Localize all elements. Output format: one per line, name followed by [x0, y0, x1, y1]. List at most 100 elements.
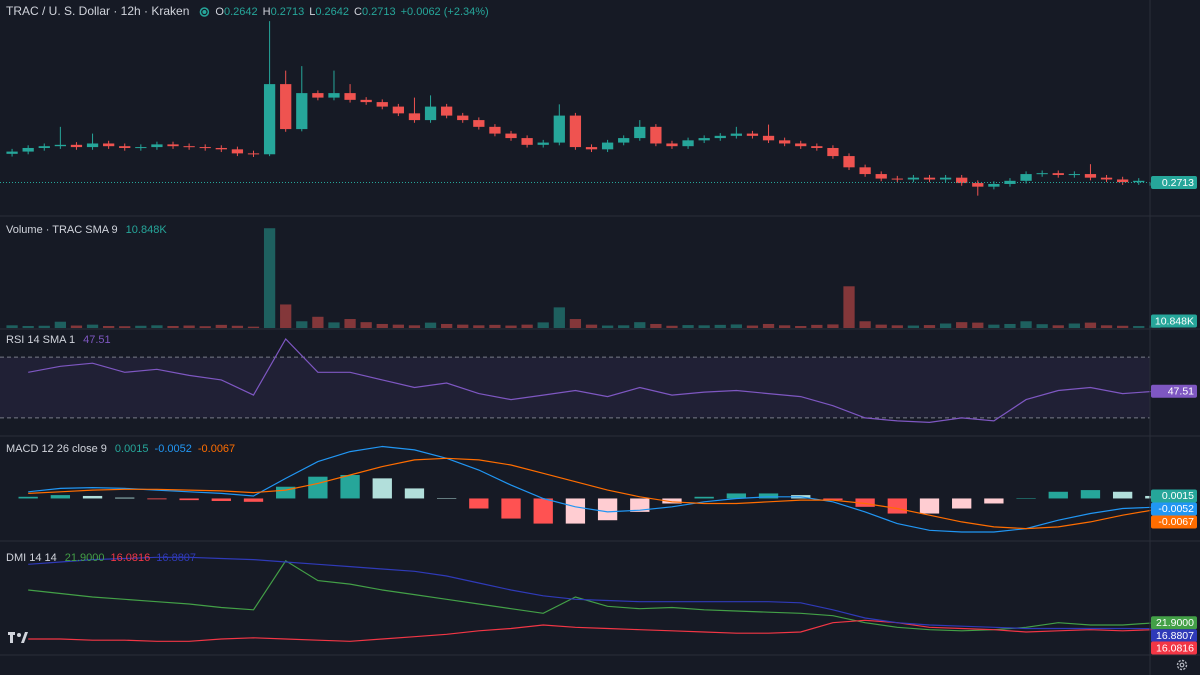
candle-body: [457, 115, 469, 121]
volume-bar: [859, 321, 871, 328]
indicator-line: [28, 619, 1155, 642]
indicator-line: [28, 556, 1155, 630]
volume-bar: [795, 325, 807, 328]
labels: 0.271310.848K47.510.0015-0.0052-0.006721…: [6, 4, 1197, 655]
volume-bar: [344, 319, 356, 328]
volume-bar: [1133, 325, 1145, 328]
volume-bar: [457, 324, 469, 328]
legend-value: 16.8807: [156, 552, 196, 564]
indicator-line: [28, 559, 1155, 632]
volume-bar: [972, 322, 984, 328]
volume-bar: [167, 325, 179, 328]
volume-bar: [521, 324, 533, 328]
axis-value-box: [1151, 384, 1197, 398]
candle-body: [939, 177, 952, 180]
candle-body: [489, 126, 501, 134]
ohlc-value: 0.2713: [271, 6, 305, 18]
candle-body: [22, 147, 34, 152]
volume-bar: [569, 319, 582, 328]
histogram-bar: [1112, 491, 1133, 499]
indicator-line: [28, 338, 1155, 424]
candle-body: [843, 156, 855, 168]
histogram-bar: [919, 498, 940, 514]
candle-body: [344, 93, 356, 100]
axis-value-label: 10.848K: [1155, 315, 1194, 327]
histogram-bar: [823, 498, 843, 501]
histogram-bar: [50, 495, 71, 499]
candle-body: [103, 143, 115, 147]
status-dot: [199, 7, 210, 17]
histogram-bar: [662, 498, 682, 504]
candle-body: [1020, 174, 1032, 181]
candle-body: [505, 133, 517, 139]
volume-bar: [553, 307, 565, 328]
axis-value-label: 47.51: [1168, 386, 1194, 398]
volume-bar: [424, 322, 437, 328]
candle-body: [86, 143, 99, 148]
volume-bar: [199, 326, 211, 328]
axis-value-box: [1151, 314, 1197, 328]
candle-body: [1100, 177, 1113, 180]
volume-bar: [666, 325, 678, 328]
candle-body: [1117, 179, 1129, 183]
histogram-bar: [501, 498, 521, 519]
ohlc-value: 0.2642: [224, 6, 258, 18]
histogram-bar: [565, 498, 586, 524]
candle-body: [988, 183, 1000, 187]
histogram-bar: [1016, 498, 1036, 499]
candle-body: [521, 138, 533, 145]
candle-body: [795, 143, 807, 147]
histogram-bar: [694, 496, 714, 499]
axis-value-label: 0.2713: [1162, 177, 1194, 189]
candle-body: [312, 93, 324, 98]
volume-bar: [441, 323, 453, 328]
candle-body: [408, 113, 421, 121]
histogram-bar: [887, 498, 907, 514]
volume-bar: [489, 324, 501, 328]
settings-icon[interactable]: [1176, 659, 1188, 671]
volume-bar: [650, 323, 662, 328]
volume-bar: [231, 325, 244, 328]
volume-bar: [923, 325, 936, 328]
volume-bar: [360, 322, 372, 328]
candle-body: [730, 133, 742, 136]
volume-bar: [473, 325, 485, 328]
candle-body: [634, 126, 646, 139]
candle-body: [907, 177, 920, 180]
axis-value-label: 21.9000: [1156, 617, 1194, 629]
candle-body: [167, 144, 179, 147]
candle-body: [296, 93, 308, 130]
candle-body: [151, 144, 163, 148]
candle-body: [215, 147, 227, 150]
volume-bar: [183, 325, 195, 328]
legend-value: 10.848K: [126, 224, 168, 236]
price-change: +0.0062 (+2.34%): [401, 6, 489, 18]
histogram-bar: [372, 478, 392, 499]
pane-title: MACD 12 26 close 9: [6, 443, 107, 455]
volume-bar: [38, 325, 50, 328]
volume-bar: [746, 325, 759, 328]
volume-bar: [408, 325, 421, 328]
volume-bar: [811, 324, 823, 328]
histogram-bar: [436, 498, 457, 499]
volume-bar: [312, 316, 324, 328]
legend-value: -0.0067: [198, 443, 235, 455]
candle-body: [1084, 174, 1097, 178]
histogram-bar: [18, 496, 38, 499]
histogram-bar: [726, 493, 747, 499]
candle-body: [618, 138, 630, 143]
volume-bar: [135, 325, 147, 328]
volume-bar: [247, 326, 260, 328]
volume-bar: [103, 325, 115, 328]
volume-bar: [939, 323, 952, 328]
ohlc-value: 0.2713: [362, 6, 396, 18]
chart-title: TRAC / U. S. Dollar · 12h · Kraken: [6, 4, 189, 18]
histogram-bar: [179, 498, 199, 501]
volume-bar: [1117, 325, 1129, 328]
histogram-bar: [243, 498, 264, 502]
volume-bar: [1052, 325, 1064, 328]
axis-value-label: 0.0015: [1162, 490, 1194, 502]
volume-bar: [376, 323, 388, 328]
